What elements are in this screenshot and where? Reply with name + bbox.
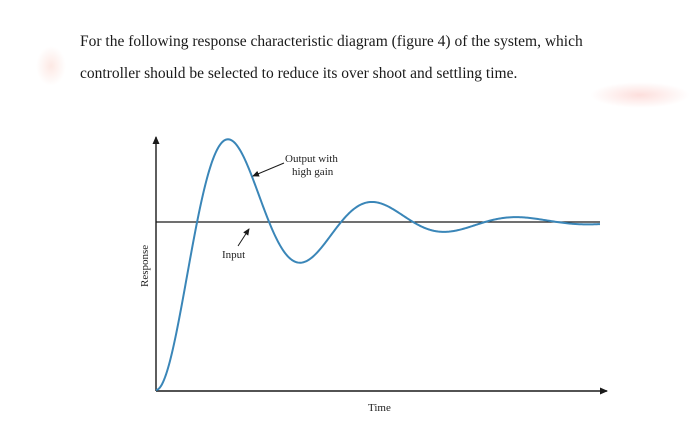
input-annotation-arrow bbox=[237, 228, 250, 247]
output-annotation-line-2: high gain bbox=[292, 166, 334, 178]
output-response-curve bbox=[155, 138, 601, 391]
smudge-mark bbox=[36, 46, 66, 86]
question-line-2: controller should be selected to reduce … bbox=[80, 65, 518, 82]
output-annotation-arrow bbox=[252, 162, 285, 177]
y-axis-label: Response bbox=[139, 245, 151, 287]
question-text: For the following response characteristi… bbox=[80, 26, 680, 90]
x-axis-label: Time bbox=[368, 402, 391, 414]
output-annotation-line-1: Output with bbox=[285, 153, 338, 165]
question-line-1: For the following response characteristi… bbox=[80, 33, 583, 50]
input-annotation-label: Input bbox=[222, 249, 245, 261]
smudge-mark bbox=[590, 82, 690, 108]
